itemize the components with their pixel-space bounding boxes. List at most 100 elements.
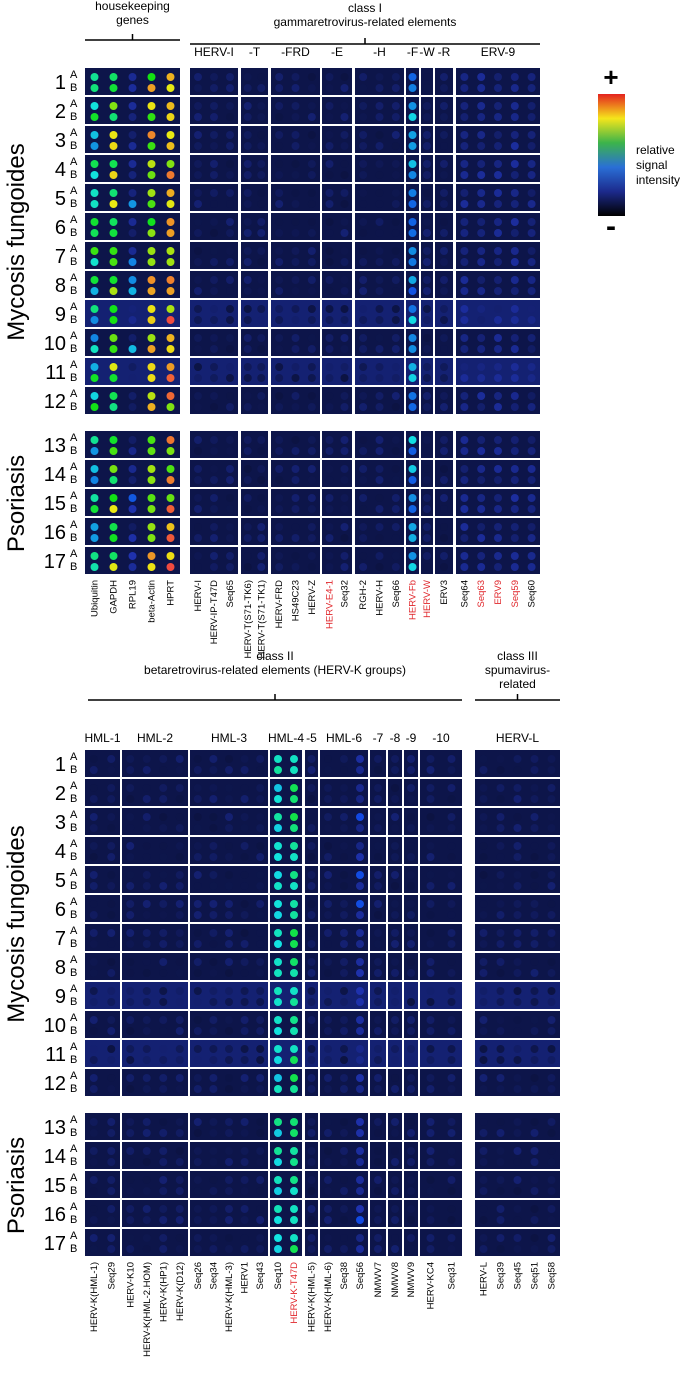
row-sublabel: B — [70, 996, 77, 1008]
blot-spot — [290, 755, 298, 763]
blot-spot — [324, 998, 332, 1006]
blot-spot — [340, 795, 348, 803]
blot-spot — [90, 505, 99, 513]
blot-spot — [194, 160, 202, 168]
blot-spot — [324, 1056, 332, 1064]
blot-spot — [513, 929, 522, 937]
blot-panel — [270, 1040, 302, 1067]
blot-spot — [290, 969, 298, 977]
blot-spot — [408, 334, 417, 342]
blot-panel — [435, 155, 453, 182]
blot-spot — [510, 258, 519, 266]
row-sublabel: A — [70, 490, 78, 502]
blot-spot — [193, 1045, 202, 1053]
blot-panel — [270, 837, 302, 864]
blot-spot — [375, 494, 384, 502]
blot-spot — [527, 131, 536, 139]
blot-spot — [324, 1205, 332, 1213]
row-number: 15 — [44, 493, 66, 515]
blot-panel — [370, 982, 386, 1009]
blot-spot — [107, 1216, 116, 1224]
column-label: Seq39 — [496, 1262, 507, 1289]
blot-spot — [447, 853, 456, 861]
blot-spot — [375, 287, 384, 295]
blot-spot — [226, 73, 234, 81]
blot-spot — [547, 824, 556, 832]
blot-panel — [270, 1200, 302, 1227]
row-number: 2 — [55, 101, 66, 123]
blot-spot — [109, 505, 118, 513]
blot-spot — [340, 987, 348, 995]
blot-spot — [408, 403, 417, 411]
blot-spot — [142, 940, 151, 948]
blot-spot — [256, 1205, 265, 1213]
blot-spot — [391, 842, 399, 850]
blot-spot — [391, 403, 400, 411]
blot-spot — [209, 813, 218, 821]
blot-spot — [109, 287, 118, 295]
blot-spot — [290, 1016, 298, 1024]
blot-spot — [324, 1027, 332, 1035]
blot-spot — [325, 287, 334, 295]
blot-spot — [375, 403, 384, 411]
blot-spot — [340, 334, 349, 342]
blot-spot — [226, 447, 234, 455]
blot-spot — [147, 534, 156, 542]
blot-spot — [447, 1205, 456, 1213]
blot-spot — [109, 523, 118, 531]
blot-spot — [194, 84, 202, 92]
blot-spot — [477, 345, 486, 353]
blot-spot — [175, 900, 184, 908]
blot-spot — [226, 113, 234, 121]
blot-spot — [375, 84, 384, 92]
blot-spot — [340, 436, 349, 444]
blot-spot — [307, 505, 316, 513]
blot-spot — [513, 1045, 522, 1053]
blot-spot — [494, 102, 502, 110]
blot-spot — [408, 563, 417, 571]
group-label: HML-1 — [84, 731, 120, 745]
column-label: Seq59 — [510, 580, 521, 607]
blot-spot — [257, 494, 266, 502]
blot-spot — [374, 900, 382, 908]
blot-spot — [142, 1085, 151, 1093]
blot-spot — [275, 131, 284, 139]
blot-spot — [166, 113, 175, 121]
blot-spot — [407, 871, 415, 879]
blot-spot — [494, 476, 502, 484]
blot-spot — [479, 1016, 488, 1024]
blot-spot — [460, 447, 469, 455]
blot-spot — [325, 73, 334, 81]
blot-spot — [423, 534, 431, 542]
blot-spot — [194, 305, 202, 313]
blot-spot — [513, 940, 522, 948]
blot-spot — [109, 160, 118, 168]
blot-spot — [307, 1056, 316, 1064]
blot-spot — [274, 882, 282, 890]
blot-spot — [447, 766, 456, 774]
blot-spot — [391, 131, 400, 139]
blot-spot — [477, 229, 486, 237]
blot-spot — [407, 969, 415, 977]
blot-spot — [440, 160, 448, 168]
blot-spot — [194, 189, 202, 197]
blot-spot — [128, 447, 137, 455]
blot-spot — [166, 476, 175, 484]
blot-spot — [175, 1176, 184, 1184]
blot-spot — [159, 1056, 168, 1064]
blot-spot — [375, 218, 384, 226]
blot-spot — [225, 795, 233, 803]
blot-spot — [423, 334, 431, 342]
blot-spot — [128, 113, 137, 121]
blot-panel — [85, 1142, 120, 1169]
blot-spot — [159, 1085, 168, 1093]
blot-spot — [391, 276, 400, 284]
blot-spot — [447, 1045, 456, 1053]
blot-spot — [109, 113, 118, 121]
blot-spot — [226, 363, 234, 371]
blot-spot — [147, 218, 156, 226]
blot-spot — [307, 766, 316, 774]
blot-spot — [324, 1129, 332, 1137]
blot-spot — [291, 403, 300, 411]
